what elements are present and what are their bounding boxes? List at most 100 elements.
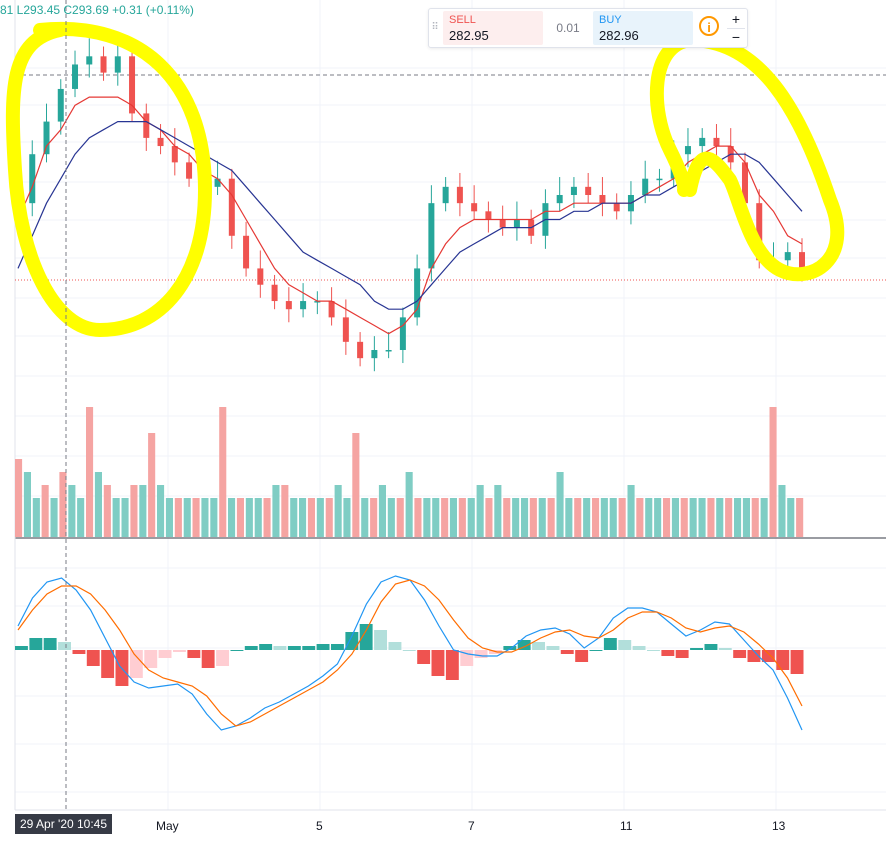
volume-bar — [148, 433, 156, 537]
macd-histogram-bar — [43, 638, 57, 650]
volume-bar — [68, 485, 76, 537]
candle-body — [57, 88, 64, 122]
macd-histogram-bar — [173, 650, 186, 652]
volume-bar — [521, 498, 529, 537]
volume-bar — [449, 498, 457, 537]
volume-bar — [50, 498, 58, 537]
drag-handle-icon[interactable]: ⠿ — [431, 22, 439, 33]
candle-body — [342, 317, 349, 342]
highlight-circle-left — [5, 21, 213, 338]
candle-body — [656, 178, 663, 181]
volume-bar — [139, 485, 147, 537]
macd-histogram-bar — [761, 650, 775, 662]
volume-bar — [236, 498, 244, 537]
volume-bar — [290, 498, 298, 537]
macd-histogram-bar — [302, 646, 316, 650]
candle-body — [699, 137, 706, 147]
sell-label: SELL — [449, 14, 476, 26]
volume-bar — [299, 498, 307, 537]
volume-bar — [423, 498, 431, 537]
buy-label: BUY — [599, 14, 622, 26]
macd-histogram-bar — [575, 650, 589, 662]
volume-bar — [77, 498, 85, 537]
macd-histogram-bar — [15, 646, 28, 650]
volume-bar — [503, 498, 511, 537]
macd-histogram-bar — [129, 650, 143, 678]
volume-bar — [742, 498, 750, 537]
macd-histogram-bar — [546, 646, 560, 650]
macd-histogram-bar — [589, 650, 603, 651]
sell-button[interactable]: SELL 282.95 — [443, 11, 543, 45]
macd-histogram-bar — [632, 646, 646, 650]
macd-histogram-bar — [72, 650, 86, 654]
ohlc-legend: 81 L293.45 C293.69 +0.31 (+0.11%) — [0, 3, 194, 17]
volume-bar — [698, 498, 706, 537]
volume-bar — [476, 485, 484, 537]
volume-bar — [325, 498, 333, 537]
volume-bar — [405, 472, 413, 537]
candle-body — [214, 178, 221, 187]
candle-body — [371, 350, 378, 359]
volume-bar — [592, 498, 600, 537]
volume-bar — [192, 498, 200, 537]
crosshair-time-label: 29 Apr '20 10:45 — [15, 814, 113, 834]
volume-bar — [201, 498, 209, 537]
candle-body — [100, 56, 107, 73]
volume-bar — [112, 498, 120, 537]
candle-body — [585, 186, 592, 195]
volume-bar — [228, 498, 236, 537]
volume-bar — [441, 498, 449, 537]
macd-histogram-bar — [690, 648, 703, 650]
volume-bar — [157, 485, 165, 537]
macd-histogram-bar — [718, 648, 732, 650]
macd-histogram-bar — [58, 642, 71, 650]
candle-body — [513, 219, 520, 228]
minus-button[interactable]: − — [731, 29, 741, 45]
macd-histogram-bar — [316, 644, 330, 650]
candle-body — [485, 211, 492, 220]
volume-bar — [245, 498, 253, 537]
buy-price: 282.96 — [599, 28, 639, 43]
candle-body — [271, 284, 278, 302]
macd-histogram-bar — [86, 650, 100, 666]
volume-bar — [609, 498, 617, 537]
candle-body — [556, 195, 563, 204]
volume-bar — [396, 498, 404, 537]
volume-bar — [263, 498, 271, 537]
macd-histogram-bar — [704, 644, 718, 650]
volume-bar — [23, 472, 31, 537]
macd-histogram-bar — [345, 632, 359, 650]
candle-body — [157, 137, 164, 147]
macd-histogram-bar — [603, 638, 617, 650]
volume-bar — [467, 498, 475, 537]
macd-histogram-bar — [417, 650, 431, 664]
candle-body — [243, 235, 250, 269]
candle-body — [741, 162, 748, 204]
candle-body — [114, 56, 121, 73]
macd-histogram-bar — [503, 646, 517, 650]
volume-bar — [130, 485, 138, 537]
candle-body — [456, 186, 463, 204]
macd-histogram-bar — [101, 650, 115, 678]
candle-body — [129, 56, 136, 114]
volume-bar — [627, 485, 635, 537]
volume-bar — [94, 472, 102, 537]
plus-button[interactable]: + — [727, 10, 745, 29]
info-icon[interactable]: i — [699, 16, 719, 36]
volume-bar — [458, 498, 466, 537]
macd-histogram-bar — [560, 650, 574, 654]
macd-histogram-bar — [776, 650, 790, 670]
volume-bar — [529, 498, 537, 537]
volume-bar — [32, 498, 40, 537]
macd-histogram-bar — [331, 644, 344, 650]
volume-bar — [316, 498, 324, 537]
macd-histogram-bar — [445, 650, 459, 680]
buy-button[interactable]: BUY 282.96 — [593, 11, 693, 45]
volume-bar — [680, 498, 688, 537]
volume-bar — [174, 498, 182, 537]
macd-histogram-bar — [287, 646, 301, 650]
spread-value: 0.01 — [556, 21, 580, 35]
macd-histogram-bar — [29, 638, 43, 650]
volume-bar — [645, 498, 653, 537]
